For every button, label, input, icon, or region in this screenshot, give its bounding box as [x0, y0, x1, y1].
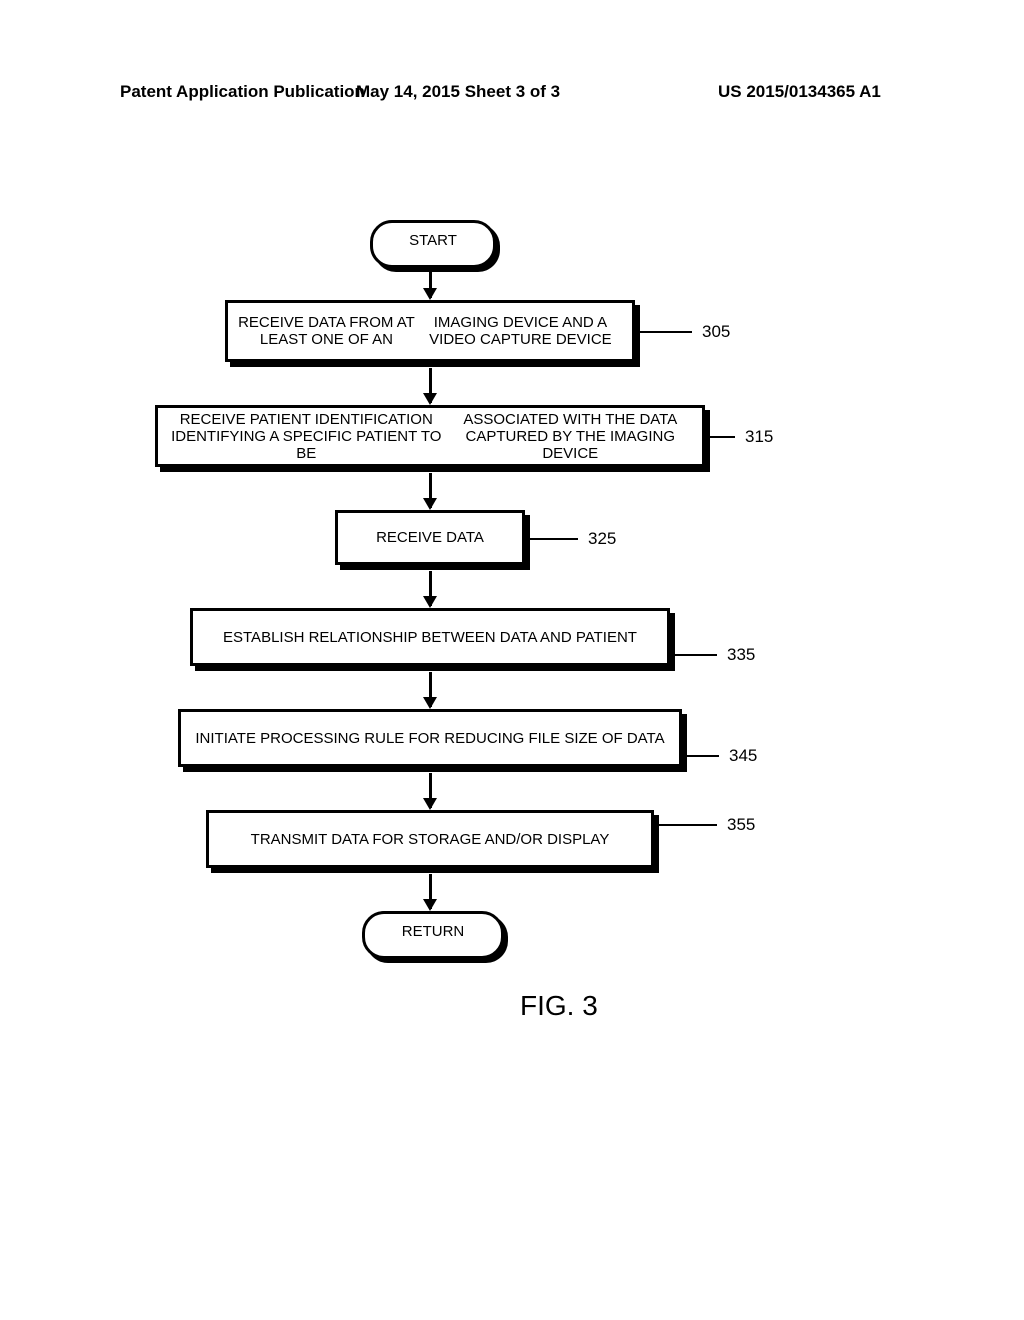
flow-node-return: RETURN — [362, 911, 504, 959]
ref-leader — [530, 538, 578, 540]
ref-leader — [687, 755, 719, 757]
header-docnum: US 2015/0134365 A1 — [718, 82, 881, 102]
flow-arrow — [429, 571, 432, 606]
flow-node-n345: INITIATE PROCESSING RULE FOR REDUCING FI… — [178, 709, 682, 767]
flow-arrow — [429, 268, 432, 298]
flow-node-n315: RECEIVE PATIENT IDENTIFICATION IDENTIFYI… — [155, 405, 705, 467]
ref-label-315: 315 — [745, 427, 773, 447]
ref-leader — [659, 824, 717, 826]
flow-arrow — [429, 368, 432, 403]
flow-arrow — [429, 473, 432, 508]
flow-arrow — [429, 672, 432, 707]
header-date-sheet: May 14, 2015 Sheet 3 of 3 — [356, 82, 560, 102]
flow-node-n355: TRANSMIT DATA FOR STORAGE AND/OR DISPLAY — [206, 810, 654, 868]
flow-arrow — [429, 773, 432, 808]
flow-node-n305: RECEIVE DATA FROM AT LEAST ONE OF ANIMAG… — [225, 300, 635, 362]
figure-caption: FIG. 3 — [520, 990, 598, 1022]
ref-leader — [640, 331, 692, 333]
flow-arrow — [429, 874, 432, 909]
ref-label-335: 335 — [727, 645, 755, 665]
ref-label-355: 355 — [727, 815, 755, 835]
ref-leader — [710, 436, 735, 438]
ref-label-345: 345 — [729, 746, 757, 766]
ref-label-325: 325 — [588, 529, 616, 549]
flow-node-n335: ESTABLISH RELATIONSHIP BETWEEN DATA AND … — [190, 608, 670, 666]
header-publication: Patent Application Publication — [120, 82, 365, 102]
flow-node-n325: RECEIVE DATA — [335, 510, 525, 565]
ref-label-305: 305 — [702, 322, 730, 342]
ref-leader — [675, 654, 717, 656]
flow-node-start: START — [370, 220, 496, 268]
